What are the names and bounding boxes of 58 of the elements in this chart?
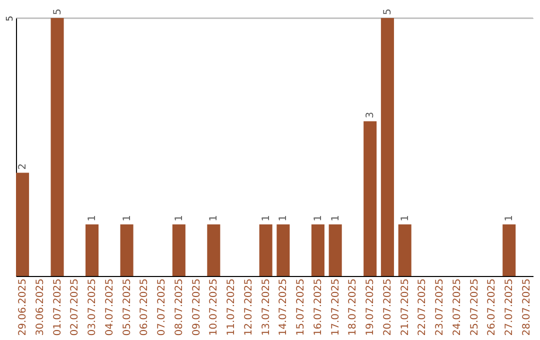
x-tick-label: 06.07.2025: [139, 278, 150, 336]
x-tick-label: 08.07.2025: [174, 278, 185, 336]
data-label: 1: [400, 215, 411, 222]
data-label: 1: [278, 215, 290, 222]
bar: [311, 224, 324, 276]
x-tick-label: 26.07.2025: [486, 278, 498, 336]
x-tick-label: 28.07.2025: [521, 278, 532, 336]
data-label: 5: [382, 8, 394, 15]
x-tick-label: 25.07.2025: [469, 278, 480, 336]
x-tick-label: 21.07.2025: [400, 278, 411, 336]
x-tick-label: 03.07.2025: [87, 278, 98, 336]
x-tick-label: 04.07.2025: [104, 278, 116, 336]
x-tick-label: 29.06.2025: [18, 278, 29, 336]
x-tick-label: 12.07.2025: [243, 278, 254, 336]
x-tick-label: 22.07.2025: [417, 278, 428, 336]
x-tick-label: 27.07.2025: [504, 278, 516, 336]
x-tick-label: 23.07.2025: [434, 278, 446, 336]
x-tick-label: 15.07.2025: [296, 278, 307, 336]
data-label: 1: [174, 215, 185, 222]
bar: [502, 224, 516, 276]
data-label: 1: [122, 215, 133, 222]
x-tick-label: 11.07.2025: [226, 278, 238, 336]
bar: [172, 224, 186, 276]
data-label: 1: [260, 215, 272, 222]
bar: [120, 224, 134, 276]
x-tick-label: 09.07.2025: [191, 278, 202, 336]
data-label: 1: [504, 215, 516, 222]
data-label: 5: [52, 8, 64, 15]
bar: [86, 224, 99, 276]
x-tick-label: 18.07.2025: [348, 278, 359, 336]
x-tick-label: 02.07.2025: [70, 278, 81, 336]
bar: [328, 224, 342, 276]
x-tick-label: 10.07.2025: [208, 278, 220, 336]
data-label: 3: [365, 112, 376, 118]
x-tick-label: 17.07.2025: [330, 278, 342, 336]
x-tick-label: 05.07.2025: [122, 278, 133, 336]
bar: [50, 18, 64, 276]
x-tick-label: 16.07.2025: [312, 278, 324, 336]
x-tick-label: 20.07.2025: [382, 278, 394, 336]
bar: [380, 18, 394, 276]
data-label: 1: [312, 215, 324, 222]
bar: [276, 224, 290, 276]
x-tick-label: 07.07.2025: [156, 278, 168, 336]
x-tick-label: 13.07.2025: [260, 278, 272, 336]
bar: [259, 224, 272, 276]
x-tick-label: 30.06.2025: [34, 278, 46, 336]
bar: [398, 224, 412, 276]
bar: [207, 224, 220, 276]
x-tick-label: 19.07.2025: [365, 278, 376, 336]
data-label: 1: [87, 215, 98, 222]
bar: [16, 172, 30, 276]
data-label: 1: [208, 215, 220, 222]
data-label: 2: [18, 163, 29, 170]
bar: [364, 121, 377, 276]
x-tick-label: 01.07.2025: [52, 278, 64, 336]
x-tick-label: 14.07.2025: [278, 278, 290, 336]
x-tick-label: 24.07.2025: [452, 278, 463, 336]
data-label: 1: [330, 215, 342, 222]
